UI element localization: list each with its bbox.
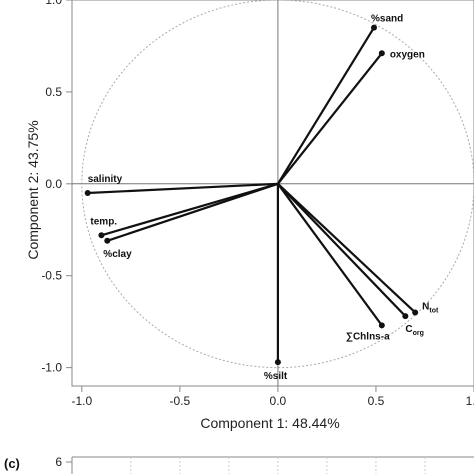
loading-vector-line	[106, 182, 279, 242]
x-tick-label: 0.5	[368, 394, 385, 408]
loading-point	[370, 24, 377, 31]
loading-label: Corg	[405, 324, 424, 337]
loading-label-subscript: tot	[429, 307, 439, 314]
loading-vectors: %sand oxygen salinity temp. %clay %silt Ntot Co…	[84, 14, 439, 382]
loading-point	[378, 50, 385, 57]
x-tick-label: -1.0	[71, 394, 92, 408]
panel-c-grid	[130, 457, 426, 474]
loading-vector-line	[277, 183, 383, 326]
panel-c-y-tick: 6	[55, 455, 62, 469]
y-tick-label: 0.0	[45, 177, 62, 191]
x-tick-label: 1.0	[466, 394, 474, 408]
loading-label: Ntot	[422, 301, 439, 314]
loading-point	[84, 190, 91, 196]
loading-point	[98, 232, 105, 239]
loading-label: %sand	[371, 14, 403, 25]
loading-label: %silt	[264, 371, 288, 382]
loading-vector-line	[87, 182, 278, 195]
loading-label: oxygen	[390, 49, 425, 60]
panel-c: (c) 6	[4, 455, 474, 474]
x-axis-ticks: -1.0 -0.5 0.0 0.5 1.0	[71, 386, 474, 408]
loading-point	[274, 359, 281, 366]
panel-c-label: (c)	[4, 456, 20, 471]
loading-label-subscript: org	[413, 330, 424, 337]
loading-label: salinity	[88, 174, 123, 185]
loading-point	[402, 313, 409, 320]
loading-point	[378, 322, 385, 329]
loading-vector-line	[277, 52, 383, 185]
plot-frame	[71, 0, 474, 387]
y-tick-label: -1.0	[41, 361, 62, 375]
loading-label: %clay	[103, 249, 132, 260]
loading-vector-line	[276, 26, 375, 185]
y-axis-title: Component 2: 43.75%	[25, 120, 41, 259]
loading-label: temp.	[90, 216, 117, 227]
loading-vector-line	[277, 183, 416, 314]
loading-label: ∑Chlns-a	[346, 331, 390, 342]
x-tick-label: -0.5	[170, 394, 191, 408]
x-axis-title: Component 1: 48.44%	[200, 415, 339, 431]
y-tick-label: 1.0	[45, 0, 62, 7]
y-axis-ticks: 1.0 0.5 0.0 -0.5 -1.0	[41, 0, 72, 375]
y-tick-label: 0.5	[45, 85, 62, 99]
loading-point	[104, 237, 111, 244]
y-tick-label: -0.5	[41, 269, 62, 283]
loading-vector-line	[277, 183, 407, 317]
x-tick-label: 0.0	[270, 394, 287, 408]
loading-vector-line	[101, 182, 279, 237]
plot-area: %sand oxygen salinity temp. %clay %silt Ntot Co…	[41, 0, 474, 408]
loading-point	[412, 309, 419, 316]
